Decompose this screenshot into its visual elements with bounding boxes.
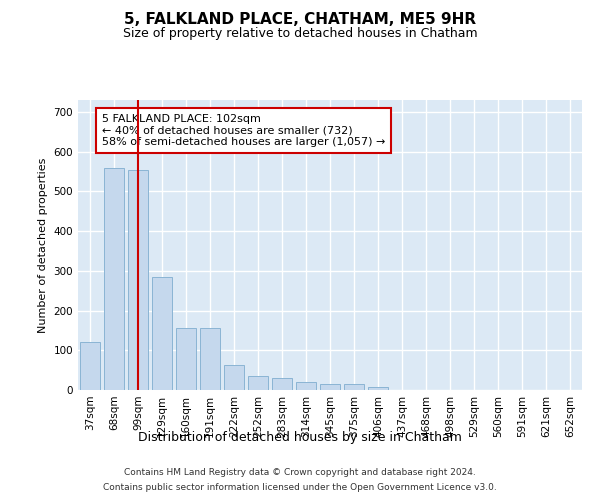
Bar (368, 387, 388, 390)
Y-axis label: Number of detached properties: Number of detached properties (38, 158, 48, 332)
Bar (128, 170, 148, 390)
Bar (248, 376, 268, 390)
Bar (224, 366, 244, 390)
Text: Contains HM Land Registry data © Crown copyright and database right 2024.: Contains HM Land Registry data © Crown c… (124, 468, 476, 477)
Text: 5, FALKLAND PLACE, CHATHAM, ME5 9HR: 5, FALKLAND PLACE, CHATHAM, ME5 9HR (124, 12, 476, 28)
Bar (80, 342, 100, 390)
Bar (200, 328, 220, 390)
Text: 5 FALKLAND PLACE: 102sqm
← 40% of detached houses are smaller (732)
58% of semi-: 5 FALKLAND PLACE: 102sqm ← 40% of detach… (102, 114, 385, 147)
Bar (296, 382, 316, 390)
Bar (152, 277, 172, 390)
Text: Distribution of detached houses by size in Chatham: Distribution of detached houses by size … (138, 431, 462, 444)
Text: Contains public sector information licensed under the Open Government Licence v3: Contains public sector information licen… (103, 483, 497, 492)
Bar (104, 168, 124, 390)
Bar (272, 378, 292, 390)
Bar (344, 384, 364, 390)
Bar (320, 384, 340, 390)
Bar (176, 328, 196, 390)
Text: Size of property relative to detached houses in Chatham: Size of property relative to detached ho… (122, 28, 478, 40)
